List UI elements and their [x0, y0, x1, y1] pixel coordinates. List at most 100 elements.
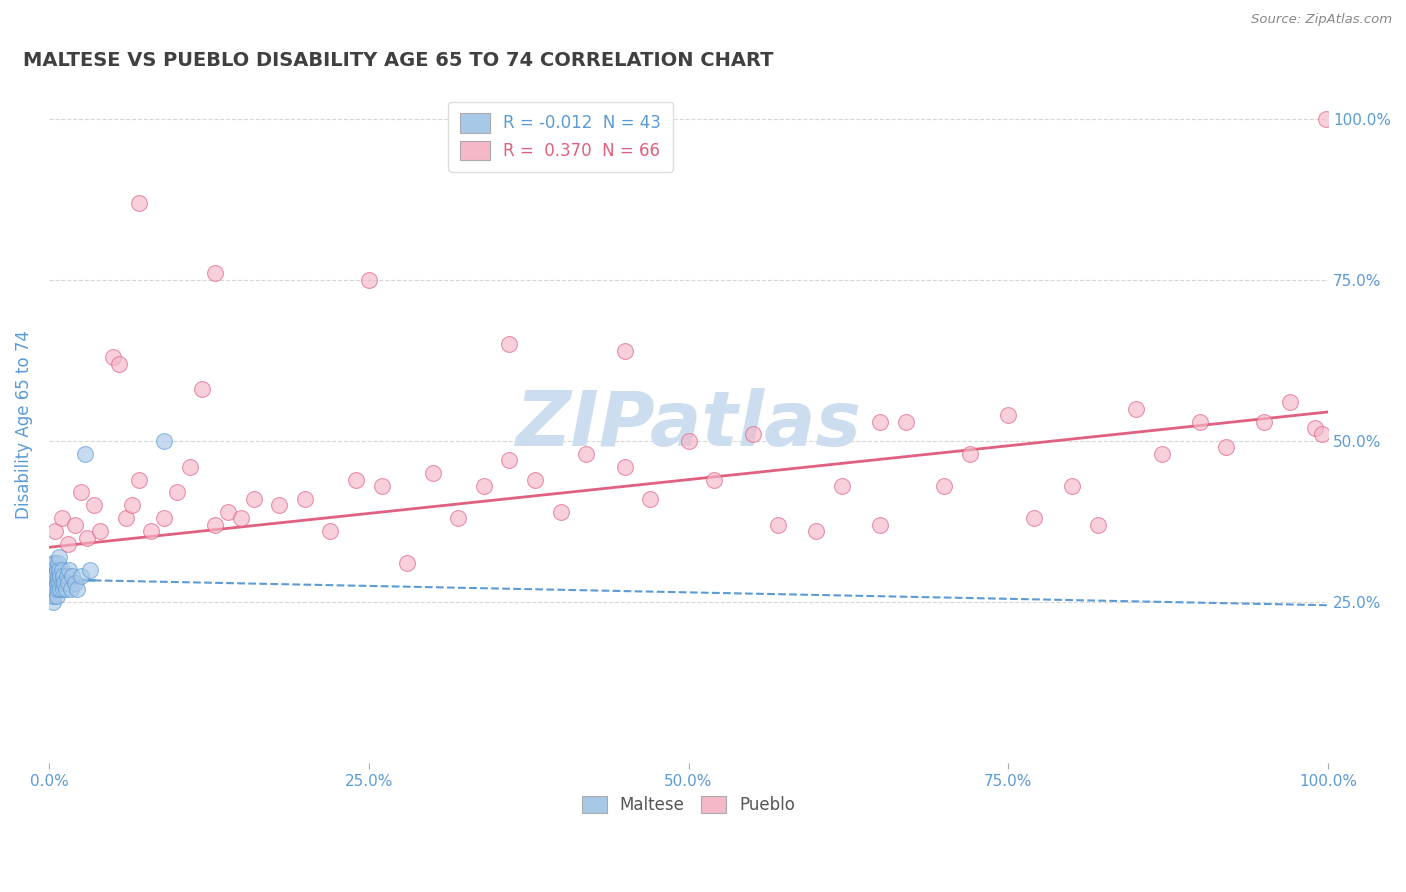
Point: [869, 415, 891, 429]
Point: [613, 343, 636, 358]
Point: [128, 473, 150, 487]
Text: Source: ZipAtlas.com: Source: ZipAtlas.com: [1251, 13, 1392, 27]
Point: [934, 479, 956, 493]
Point: [894, 415, 917, 429]
Point: [58, 563, 80, 577]
Point: [128, 195, 150, 210]
Point: [242, 491, 264, 506]
Point: [357, 273, 380, 287]
Point: [51, 575, 73, 590]
Text: ZIPatlas: ZIPatlas: [516, 388, 862, 462]
Point: [48, 575, 70, 590]
Point: [42, 557, 65, 571]
Point: [44, 524, 66, 538]
Point: [46, 582, 69, 596]
Point: [42, 595, 65, 609]
Point: [45, 563, 67, 577]
Point: [60, 569, 83, 583]
Point: [59, 582, 82, 596]
Point: [48, 549, 70, 564]
Point: [575, 447, 598, 461]
Point: [51, 511, 73, 525]
Point: [498, 337, 520, 351]
Point: [204, 266, 226, 280]
Point: [1253, 415, 1275, 429]
Point: [638, 491, 661, 506]
Point: [1315, 112, 1337, 126]
Point: [51, 563, 73, 577]
Point: [229, 511, 252, 525]
Point: [56, 575, 79, 590]
Point: [613, 459, 636, 474]
Point: [52, 582, 75, 596]
Point: [370, 479, 392, 493]
Point: [114, 511, 136, 525]
Point: [153, 434, 176, 448]
Point: [42, 569, 65, 583]
Point: [42, 575, 65, 590]
Point: [1022, 511, 1045, 525]
Point: [141, 524, 163, 538]
Point: [46, 557, 69, 571]
Point: [1125, 401, 1147, 416]
Point: [191, 383, 214, 397]
Point: [39, 582, 62, 596]
Point: [1215, 441, 1237, 455]
Point: [422, 466, 444, 480]
Point: [63, 517, 86, 532]
Point: [89, 524, 111, 538]
Point: [1062, 479, 1084, 493]
Point: [1310, 427, 1333, 442]
Point: [44, 557, 66, 571]
Point: [52, 569, 75, 583]
Point: [63, 575, 86, 590]
Point: [70, 485, 93, 500]
Point: [166, 485, 188, 500]
Point: [741, 427, 763, 442]
Point: [319, 524, 342, 538]
Point: [344, 473, 367, 487]
Point: [524, 473, 547, 487]
Point: [56, 537, 79, 551]
Point: [44, 582, 66, 596]
Point: [1087, 517, 1109, 532]
Point: [66, 582, 89, 596]
Point: [997, 408, 1019, 422]
Point: [42, 582, 65, 596]
Point: [1189, 415, 1212, 429]
Point: [269, 499, 291, 513]
Point: [49, 582, 72, 596]
Point: [41, 563, 63, 577]
Point: [294, 491, 316, 506]
Point: [959, 447, 981, 461]
Legend: Maltese, Pueblo: Maltese, Pueblo: [574, 788, 804, 822]
Point: [1150, 447, 1173, 461]
Point: [766, 517, 789, 532]
Point: [45, 589, 67, 603]
Point: [1278, 395, 1301, 409]
Point: [831, 479, 853, 493]
Point: [498, 453, 520, 467]
Point: [550, 505, 572, 519]
Point: [79, 563, 101, 577]
Point: [869, 517, 891, 532]
Point: [49, 569, 72, 583]
Point: [1305, 421, 1327, 435]
Point: [83, 499, 105, 513]
Point: [42, 563, 65, 577]
Point: [41, 589, 63, 603]
Point: [41, 575, 63, 590]
Point: [678, 434, 700, 448]
Point: [73, 447, 96, 461]
Point: [46, 569, 69, 583]
Point: [396, 557, 419, 571]
Point: [447, 511, 470, 525]
Point: [53, 575, 76, 590]
Point: [108, 357, 131, 371]
Point: [121, 499, 143, 513]
Point: [42, 589, 65, 603]
Point: [703, 473, 725, 487]
Point: [217, 505, 239, 519]
Point: [44, 569, 66, 583]
Point: [806, 524, 828, 538]
